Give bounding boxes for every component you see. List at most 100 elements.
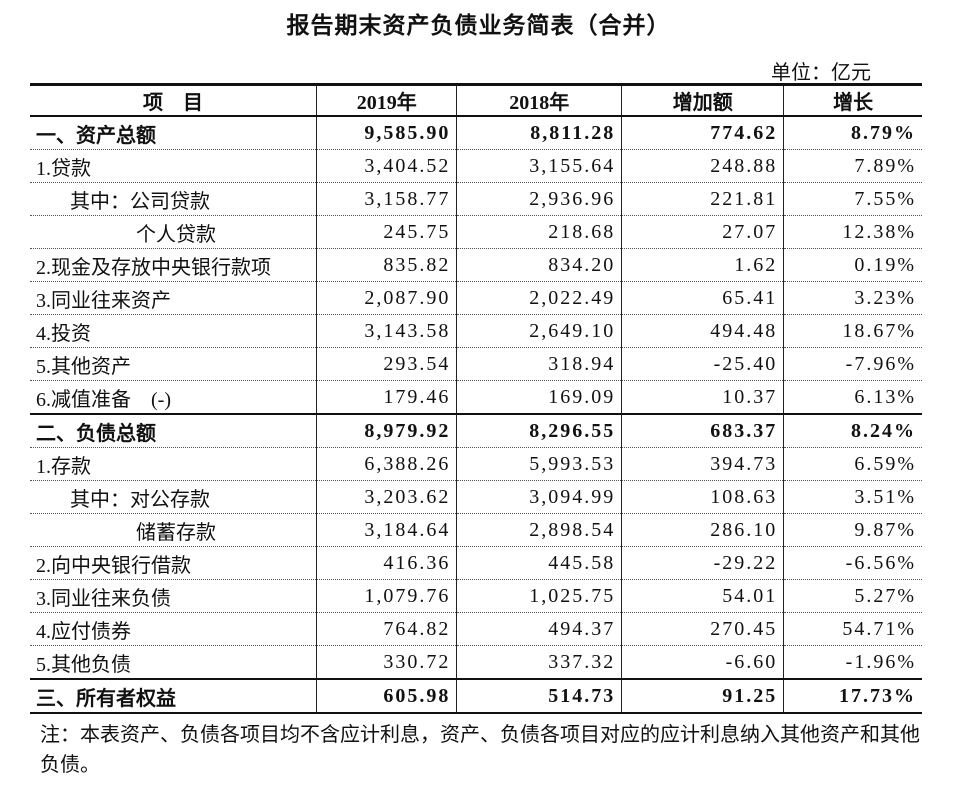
- table-row: 其中：对公存款 3,203.62 3,094.99 108.63 3.51%: [30, 480, 922, 514]
- cell: -1.96%: [783, 645, 922, 680]
- cell: -7.96%: [783, 347, 922, 381]
- cell: 8.79%: [783, 115, 922, 150]
- cell: 91.25: [621, 678, 785, 714]
- cell: 394.73: [621, 447, 785, 481]
- note: 注：本表资产、负债各项目均不含应计利息，资产、负债各项目对应的应计利息纳入其他资…: [40, 724, 920, 776]
- cell: 416.36: [315, 546, 458, 580]
- cell: 65.41: [621, 281, 785, 315]
- cell: 494.48: [621, 314, 785, 348]
- cell: 3,155.64: [456, 149, 623, 183]
- cell: 6.13%: [783, 380, 922, 415]
- column-header: 增长: [783, 83, 922, 117]
- column-header: 2019年: [315, 83, 458, 117]
- cell: 27.07: [621, 215, 785, 249]
- cell: 3,203.62: [315, 480, 458, 514]
- table-row: 4.应付债券 764.82 494.37 270.45 54.71%: [30, 612, 922, 646]
- table-row: 一、资产总额 9,585.90 8,811.28 774.62 8.79%: [30, 115, 922, 150]
- cell: 245.75: [315, 215, 458, 249]
- cell: 6,388.26: [315, 447, 458, 481]
- cell: 2,898.54: [456, 513, 623, 547]
- row-label: 4.应付债券: [30, 612, 317, 646]
- table-row: 3.同业往来负债 1,079.76 1,025.75 54.01 5.27%: [30, 579, 922, 613]
- cell: 7.89%: [783, 149, 922, 183]
- cell: 54.01: [621, 579, 785, 613]
- cell: 286.10: [621, 513, 785, 547]
- cell: 169.09: [456, 380, 623, 415]
- row-label: 个人贷款: [30, 215, 317, 249]
- cell: 2,022.49: [456, 281, 623, 315]
- cell: 0.19%: [783, 248, 922, 282]
- cell: 10.37: [621, 380, 785, 415]
- cell: 3,184.64: [315, 513, 458, 547]
- cell: 494.37: [456, 612, 623, 646]
- table-row: 5.其他资产 293.54 318.94 -25.40 -7.96%: [30, 347, 922, 381]
- cell: 3,094.99: [456, 480, 623, 514]
- column-header: 项 目: [30, 83, 317, 117]
- unit: 单位：亿元: [771, 62, 871, 84]
- cell: -6.60: [621, 645, 785, 680]
- cell: 764.82: [315, 612, 458, 646]
- cell: 1.62: [621, 248, 785, 282]
- cell: 17.73%: [783, 678, 922, 714]
- cell: 293.54: [315, 347, 458, 381]
- column-header: 2018年: [456, 83, 623, 117]
- row-label: 4.投资: [30, 314, 317, 348]
- cell: 5,993.53: [456, 447, 623, 481]
- cell: 835.82: [315, 248, 458, 282]
- table-row: 2.向中央银行借款 416.36 445.58 -29.22 -6.56%: [30, 546, 922, 580]
- cell: 179.46: [315, 380, 458, 415]
- row-label: 其中：对公存款: [30, 480, 317, 514]
- column-header: 增加额: [621, 83, 785, 117]
- cell: 8,811.28: [456, 115, 623, 150]
- cell: 54.71%: [783, 612, 922, 646]
- row-label: 其中：公司贷款: [30, 182, 317, 216]
- cell: 248.88: [621, 149, 785, 183]
- cell: -25.40: [621, 347, 785, 381]
- cell: 774.62: [621, 115, 785, 150]
- table-row: 储蓄存款 3,184.64 2,898.54 286.10 9.87%: [30, 513, 922, 547]
- cell: 9.87%: [783, 513, 922, 547]
- table-body: 一、资产总额 9,585.90 8,811.28 774.62 8.79% 1.贷款 3,4…: [30, 115, 922, 714]
- table-row: 1.贷款 3,404.52 3,155.64 248.88 7.89%: [30, 149, 922, 183]
- table-row: 二、负债总额 8,979.92 8,296.55 683.37 8.24%: [30, 413, 922, 448]
- row-label: 6.减值准备 (-): [30, 380, 317, 415]
- cell: 108.63: [621, 480, 785, 514]
- cell: 270.45: [621, 612, 785, 646]
- cell: 318.94: [456, 347, 623, 381]
- table-row: 个人贷款 245.75 218.68 27.07 12.38%: [30, 215, 922, 249]
- cell: 8,979.92: [315, 413, 458, 448]
- cell: 337.32: [456, 645, 623, 680]
- cell: 2,087.90: [315, 281, 458, 315]
- table-row: 其中：公司贷款 3,158.77 2,936.96 221.81 7.55%: [30, 182, 922, 216]
- cell: 3,404.52: [315, 149, 458, 183]
- table-row: 2.现金及存放中央银行款项 835.82 834.20 1.62 0.19%: [30, 248, 922, 282]
- cell: 3.23%: [783, 281, 922, 315]
- cell: 8.24%: [783, 413, 922, 448]
- row-label: 3.同业往来负债: [30, 579, 317, 613]
- cell: 1,079.76: [315, 579, 458, 613]
- header-row: 项 目 2019年 2018年 增加额 增长: [30, 83, 922, 117]
- row-label: 5.其他资产: [30, 347, 317, 381]
- cell: 221.81: [621, 182, 785, 216]
- table-row: 6.减值准备 (-) 179.46 169.09 10.37 6.13%: [30, 380, 922, 415]
- table: 项 目 2019年 2018年 增加额 增长 一、资产总额 9,585.90 8,811.2…: [30, 83, 922, 714]
- table-row: 1.存款 6,388.26 5,993.53 394.73 6.59%: [30, 447, 922, 481]
- cell: 605.98: [315, 678, 458, 714]
- cell: -29.22: [621, 546, 785, 580]
- cell: 8,296.55: [456, 413, 623, 448]
- cell: -6.56%: [783, 546, 922, 580]
- title: 报告期末资产负债业务简表（合并）: [286, 13, 671, 38]
- cell: 445.58: [456, 546, 623, 580]
- cell: 218.68: [456, 215, 623, 249]
- cell: 3.51%: [783, 480, 922, 514]
- row-label: 二、负债总额: [30, 413, 317, 448]
- cell: 18.67%: [783, 314, 922, 348]
- row-label: 1.贷款: [30, 149, 317, 183]
- row-label: 5.其他负债: [30, 645, 317, 680]
- cell: 2,649.10: [456, 314, 623, 348]
- row-label: 2.现金及存放中央银行款项: [30, 248, 317, 282]
- table-row: 4.投资 3,143.58 2,649.10 494.48 18.67%: [30, 314, 922, 348]
- row-label: 1.存款: [30, 447, 317, 481]
- cell: 5.27%: [783, 579, 922, 613]
- cell: 6.59%: [783, 447, 922, 481]
